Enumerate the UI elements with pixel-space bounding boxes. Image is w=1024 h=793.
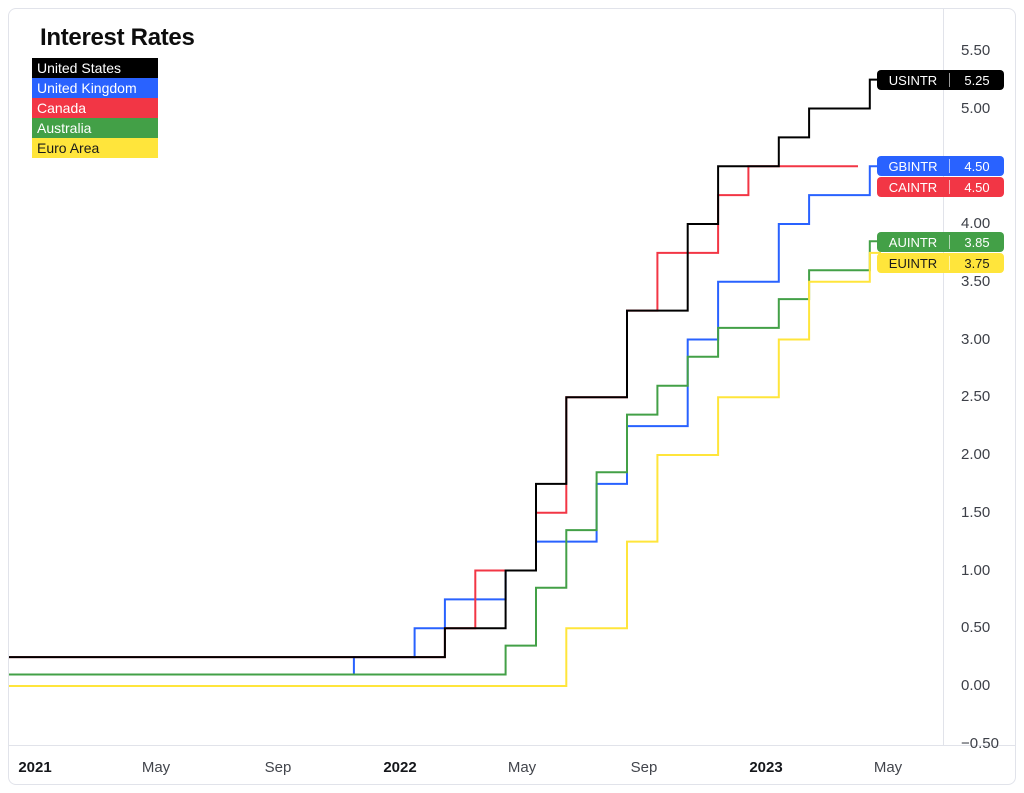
legend-item-australia[interactable]: Australia bbox=[32, 118, 158, 138]
price-label-symbol: AUINTR bbox=[888, 234, 938, 250]
price-label-divider bbox=[949, 180, 950, 194]
price-label-CAINTR: CAINTR 4.50 bbox=[877, 177, 1004, 197]
legend-item-euro-area[interactable]: Euro Area bbox=[32, 138, 158, 158]
legend-item-label: Euro Area bbox=[37, 140, 100, 156]
y-tick-label: −0.50 bbox=[961, 734, 999, 752]
legend-item-united-states[interactable]: United States bbox=[32, 58, 158, 78]
price-label-USINTR: USINTR 5.25 bbox=[877, 70, 1004, 90]
x-tick-label: 2022 bbox=[383, 759, 417, 776]
legend-item-label: United States bbox=[37, 60, 122, 76]
price-label-divider bbox=[949, 256, 950, 270]
legend: United States United Kingdom Canada Austral… bbox=[32, 58, 158, 158]
x-tick-label: 2023 bbox=[749, 759, 783, 776]
series-line-EUINTR[interactable] bbox=[9, 251, 881, 687]
legend-item-label: Australia bbox=[37, 120, 92, 136]
x-tick-label: May bbox=[507, 759, 537, 776]
price-label-EUINTR: EUINTR 3.75 bbox=[877, 253, 1004, 273]
y-tick-label: 1.50 bbox=[961, 503, 991, 521]
x-axis-line bbox=[9, 745, 1015, 746]
price-label-divider bbox=[949, 235, 950, 249]
y-axis-line bbox=[943, 9, 944, 745]
legend-item-canada[interactable]: Canada bbox=[32, 98, 158, 118]
y-tick-label: 2.50 bbox=[961, 388, 991, 406]
series-line-USINTR[interactable] bbox=[9, 78, 879, 659]
y-tick-label: 3.00 bbox=[961, 330, 991, 348]
series-line-GBINTR[interactable] bbox=[9, 165, 879, 676]
y-tick-label: 3.50 bbox=[961, 272, 991, 290]
price-label-symbol: GBINTR bbox=[888, 158, 938, 174]
x-tick-label: 2021 bbox=[18, 759, 52, 776]
price-label-GBINTR: GBINTR 4.50 bbox=[877, 156, 1004, 176]
series-line-CAINTR[interactable] bbox=[9, 165, 858, 659]
y-tick-label: 0.00 bbox=[961, 677, 991, 694]
price-label-symbol: EUINTR bbox=[888, 255, 938, 271]
y-tick-label: 4.00 bbox=[961, 215, 991, 232]
price-label-divider bbox=[949, 159, 950, 173]
price-label-symbol: CAINTR bbox=[888, 179, 938, 195]
x-tick-label: May bbox=[873, 759, 903, 776]
y-tick-label: 0.50 bbox=[961, 619, 991, 637]
widget-frame bbox=[8, 8, 1016, 785]
price-label-value: 4.50 bbox=[964, 179, 990, 195]
price-label-symbol: USINTR bbox=[888, 72, 938, 88]
price-label-divider bbox=[949, 73, 950, 87]
y-tick-label: 5.50 bbox=[961, 41, 991, 59]
legend-item-label: United Kingdom bbox=[37, 80, 137, 96]
y-tick-label: 1.00 bbox=[961, 561, 991, 579]
legend-item-united-kingdom[interactable]: United Kingdom bbox=[32, 78, 158, 98]
x-tick-label: Sep bbox=[630, 759, 658, 776]
price-label-value: 3.75 bbox=[964, 255, 990, 271]
price-label-value: 3.85 bbox=[964, 234, 990, 250]
x-tick-label: May bbox=[141, 759, 171, 776]
page-title: Interest Rates bbox=[40, 24, 195, 51]
price-label-value: 5.25 bbox=[964, 72, 990, 88]
legend-item-label: Canada bbox=[37, 100, 87, 116]
y-tick-label: 5.00 bbox=[961, 99, 991, 117]
y-tick-label: 2.00 bbox=[961, 446, 991, 463]
price-label-value: 4.50 bbox=[964, 158, 990, 174]
price-label-AUINTR: AUINTR 3.85 bbox=[877, 232, 1004, 252]
x-tick-label: Sep bbox=[264, 759, 292, 776]
